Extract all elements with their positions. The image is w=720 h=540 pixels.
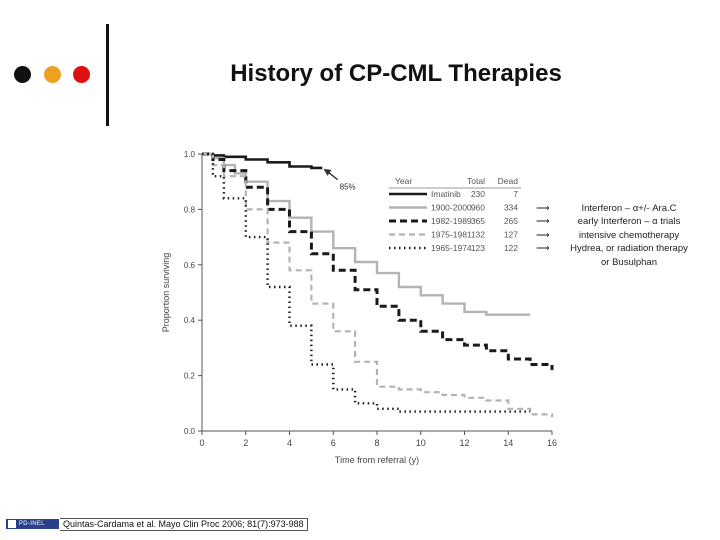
series-line-imatinib [202,152,323,170]
legend-year: 1900-2000 [431,203,472,213]
y-tick-label: 0.4 [184,316,196,325]
legend-dead: 7 [513,189,518,199]
legend-year: Imatinib [431,189,461,199]
legend-total: 132 [471,230,485,240]
bullet-dot-red [73,66,90,83]
arrow-icon: ⟶ [536,243,550,255]
note-early-interferon: early Interferon – α trials [577,216,681,228]
note-row: ⟶ Hydrea, or radiation therapy [536,242,704,255]
legend-dead: 265 [504,216,518,226]
therapy-notes: ⟶ Interferon – α+/- Ara.C ⟶ early Interf… [536,202,704,269]
publisher-logo: PD-INEL [6,519,59,529]
legend-dead: 122 [504,243,518,253]
arrow-icon: ⟶ [536,229,550,241]
series-line-1900-2000 [202,152,531,316]
y-tick-label: 1.0 [184,150,196,159]
y-tick-label: 0.0 [184,427,196,436]
citation: Quintas-Cardama et al. Mayo Clin Proc 20… [60,518,308,531]
note-interferon-ara-c: Interferon – α+/- Ara.C [581,203,677,214]
legend-total: 230 [471,189,485,199]
title-divider [106,24,109,126]
legend-total: 960 [471,203,485,213]
annotation-85-percent: 85% [340,183,356,192]
series-line-1965-1974 [202,152,531,413]
legend-year: 1965-1974 [431,243,472,253]
legend-header-total: Total [467,176,485,186]
slide-title: History of CP-CML Therapies [230,60,562,87]
y-tick-label: 0.8 [184,205,196,214]
legend-header-dead: Dead [498,176,519,186]
x-tick-label: 4 [287,438,292,448]
legend-header-year: Year [395,176,412,186]
legend-dead: 334 [504,203,518,213]
x-tick-label: 16 [547,438,557,448]
logo-icon [8,520,16,528]
legend-total: 365 [471,216,485,226]
x-tick-label: 2 [243,438,248,448]
note-row: ⟶ Interferon – α+/- Ara.C [536,202,704,215]
note-intensive-chemo: intensive chemotherapy [578,229,680,241]
bullet-dot-orange [44,66,61,83]
series-line-1975-1981 [202,152,554,418]
x-tick-label: 0 [199,438,204,448]
x-tick-label: 6 [331,438,336,448]
note-busulphan: or Busulphan [601,256,657,268]
legend-dead: 127 [504,230,518,240]
annotation-arrow-head [323,168,332,176]
survival-chart: 0 2 4 6 8 10 12 14 16 0.0 0.2 0.4 0.6 0.8 1.0 Time from… [161,150,557,465]
legend-total: 123 [471,243,485,253]
bullet-dot-black [14,66,31,83]
y-tick-label: 0.6 [184,261,196,270]
x-axis-label: Time from referral (y) [335,455,419,465]
legend-year: 1975-1981 [431,230,472,240]
arrow-icon: ⟶ [536,216,550,228]
x-tick-label: 10 [416,438,426,448]
note-row: ⟶ intensive chemotherapy [536,229,704,242]
x-tick-label: 12 [459,438,469,448]
legend-year: 1982-1989 [431,216,472,226]
x-tick-label: 14 [503,438,513,448]
x-tick-label: 8 [374,438,379,448]
y-axis-label: Proportion surviving [161,253,171,333]
logo-text: PD-INEL [19,521,45,527]
y-tick-label: 0.2 [184,372,196,381]
arrow-icon: ⟶ [536,203,550,214]
note-row: ⟶ early Interferon – α trials [536,215,704,228]
note-hydrea-radiation: Hydrea, or radiation therapy [570,243,688,255]
